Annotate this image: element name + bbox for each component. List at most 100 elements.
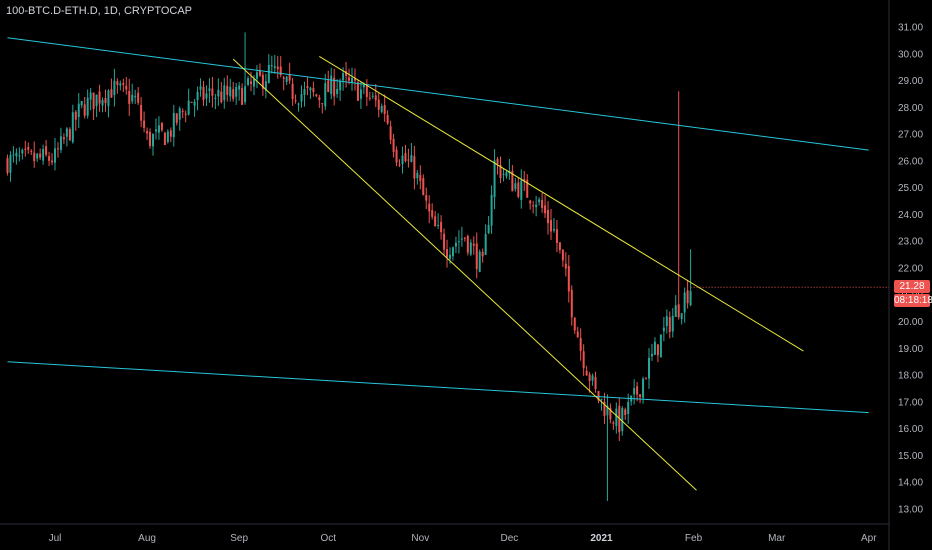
candle-body	[365, 85, 368, 97]
candle-body	[21, 149, 24, 154]
candle-body	[674, 305, 677, 317]
y-tick-label: 23.00	[898, 237, 923, 248]
candle-body	[398, 164, 401, 166]
trendlines[interactable]	[7, 37, 889, 491]
wedge-upper-trendline[interactable]	[319, 56, 804, 352]
candle-body	[552, 228, 555, 231]
candle-body	[68, 129, 71, 141]
candle-body	[460, 238, 463, 240]
candle-body	[362, 84, 365, 88]
candle-body	[238, 85, 241, 90]
candle-body	[463, 237, 466, 239]
candle-body	[529, 200, 532, 204]
candle-body	[241, 88, 244, 105]
candle-body	[451, 247, 454, 257]
candle-body	[300, 94, 303, 102]
candle-body	[523, 179, 526, 181]
candle-body	[493, 160, 496, 198]
candle-body	[392, 138, 395, 152]
candle-body	[633, 388, 636, 395]
candle-body	[662, 327, 665, 332]
candle-body	[45, 146, 48, 155]
candle-body	[446, 249, 449, 258]
x-tick-label: Sep	[230, 533, 248, 544]
x-tick-label: 2021	[590, 533, 613, 544]
candle-body	[30, 150, 33, 152]
candle-body	[680, 313, 683, 320]
candle-body	[267, 64, 270, 83]
candle-body	[125, 85, 128, 90]
candle-body	[475, 243, 478, 269]
candle-body	[457, 241, 460, 243]
candle-body	[33, 152, 36, 162]
candle-body	[140, 105, 143, 121]
candle-body	[77, 103, 80, 118]
candle-body	[612, 422, 615, 424]
candle-body	[570, 289, 573, 318]
candle-body	[656, 344, 659, 356]
wedge-lower-trendline[interactable]	[232, 58, 697, 491]
candle-body	[428, 203, 431, 212]
candle-body	[9, 155, 12, 173]
time-axis[interactable]: Jul Aug Sep Oct Nov Dec 2021 Feb Mar Apr	[49, 533, 878, 544]
channel-upper-trendline[interactable]	[7, 37, 869, 151]
candle-body	[134, 95, 137, 98]
channel-lower-trendline[interactable]	[7, 361, 869, 414]
candle-body	[368, 97, 371, 99]
candle-body	[309, 87, 312, 91]
candle-body	[642, 378, 645, 398]
candle-body	[511, 171, 514, 192]
candle-body	[677, 304, 680, 318]
candle-body	[454, 242, 457, 247]
candle-body	[401, 155, 404, 165]
candle-body	[383, 105, 386, 115]
candle-body	[407, 159, 410, 161]
candle-body	[62, 137, 65, 140]
last-price-tag: 21.28	[894, 280, 930, 293]
candle-body	[51, 160, 54, 163]
candle-body	[146, 131, 149, 134]
candle-body	[71, 112, 74, 142]
candle-body	[169, 130, 172, 137]
candle-body	[107, 90, 110, 107]
candle-body	[532, 205, 535, 207]
candle-body	[621, 407, 624, 432]
candle-body	[205, 93, 208, 99]
candle-body	[472, 243, 475, 246]
candle-body	[333, 77, 336, 97]
candle-body	[39, 153, 42, 158]
symbol-title[interactable]: 100-BTC.D-ETH.D, 1D, CRYPTOCAP	[6, 5, 193, 17]
candle-body	[131, 94, 134, 102]
candle-body	[549, 220, 552, 232]
candle-body	[101, 99, 104, 106]
candle-body	[526, 179, 529, 198]
candle-body	[294, 100, 297, 102]
candle-body	[149, 131, 152, 146]
candle-body	[600, 398, 603, 400]
candle-body	[276, 66, 279, 70]
candle-body	[686, 290, 689, 304]
candle-body	[184, 113, 187, 115]
candle-body	[484, 233, 487, 255]
candle-body	[270, 65, 273, 67]
candle-body	[42, 149, 45, 161]
candle-body	[235, 87, 238, 97]
candle-body	[229, 87, 232, 97]
y-tick-label: 27.00	[898, 130, 923, 141]
y-tick-label: 30.00	[898, 49, 923, 60]
candle-body	[597, 391, 600, 401]
candle-body	[27, 146, 30, 150]
candle-body	[359, 89, 362, 99]
candle-body	[671, 315, 674, 332]
x-tick-label: Dec	[501, 533, 519, 544]
candle-body	[351, 77, 353, 83]
candle-body	[160, 122, 163, 131]
x-tick-label: Jul	[49, 533, 62, 544]
x-tick-label: Aug	[138, 533, 156, 544]
candle-body	[377, 99, 380, 110]
candle-body	[59, 136, 62, 151]
candle-body	[193, 101, 196, 106]
y-tick-label: 22.00	[898, 264, 923, 275]
